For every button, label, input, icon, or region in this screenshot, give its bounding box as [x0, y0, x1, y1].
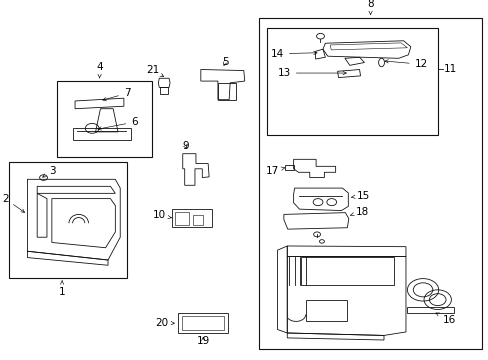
Text: 4: 4	[96, 62, 102, 78]
Text: 15: 15	[351, 191, 369, 201]
Bar	[305, 300, 346, 321]
Text: 12: 12	[384, 59, 427, 69]
Bar	[218, 83, 236, 100]
Bar	[259, 18, 481, 350]
Bar	[266, 28, 437, 135]
Text: 8: 8	[366, 0, 373, 15]
Text: 3: 3	[42, 166, 56, 177]
Bar	[57, 81, 152, 157]
Text: 11: 11	[443, 64, 456, 74]
Text: 7: 7	[102, 88, 130, 101]
Text: 13: 13	[277, 68, 346, 78]
Text: 16: 16	[435, 313, 455, 325]
Text: 5: 5	[222, 57, 228, 67]
Text: 20: 20	[155, 318, 174, 328]
Bar	[9, 162, 126, 278]
Text: 9: 9	[182, 141, 188, 151]
Text: 1: 1	[59, 281, 65, 297]
Bar	[175, 212, 189, 225]
Text: 21: 21	[146, 65, 163, 77]
Bar	[182, 316, 224, 330]
Bar	[178, 313, 227, 333]
Text: 18: 18	[350, 207, 368, 217]
Text: 6: 6	[98, 117, 138, 130]
Bar	[172, 209, 212, 228]
Text: 2: 2	[2, 194, 24, 212]
Bar	[160, 87, 168, 94]
Text: 17: 17	[265, 166, 284, 176]
Bar	[192, 215, 203, 225]
Text: 14: 14	[270, 49, 316, 59]
Text: 10: 10	[152, 211, 171, 220]
Text: 19: 19	[196, 336, 209, 346]
